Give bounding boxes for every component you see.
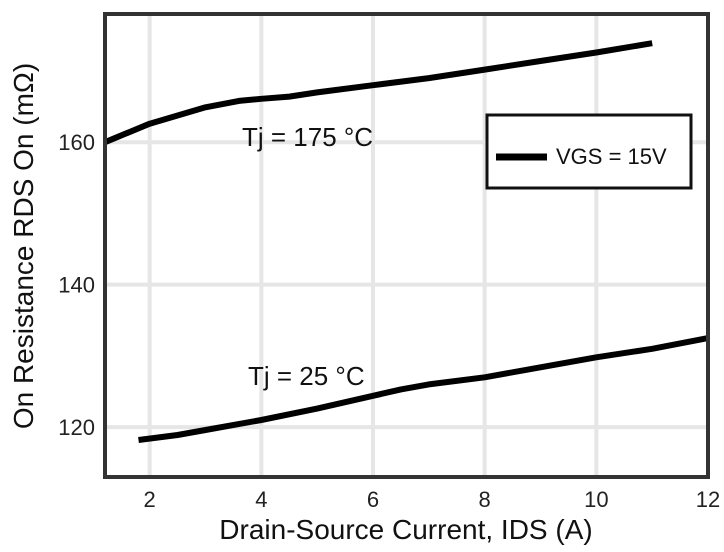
annotation-tj-175: Tj = 175 °C	[242, 122, 373, 152]
x-tick-label: 4	[255, 487, 267, 512]
x-tick-label: 6	[367, 487, 379, 512]
legend-label: VGS = 15V	[556, 144, 667, 169]
y-tick-label: 140	[58, 273, 95, 298]
x-tick-label: 8	[479, 487, 491, 512]
series-line-2	[138, 335, 709, 443]
y-axis-title: On Resistance RDS On (mΩ)	[8, 63, 39, 429]
series-layer	[103, 40, 709, 443]
x-tick-label: 12	[696, 487, 720, 512]
plot-frame	[103, 12, 710, 479]
legend-box	[485, 113, 693, 190]
x-tick-label: 10	[584, 487, 608, 512]
legend: VGS = 15V	[485, 113, 693, 190]
annotation-tj-25: Tj = 25 °C	[248, 361, 365, 391]
x-tick-label: 2	[144, 487, 156, 512]
y-tick-label: 160	[58, 130, 95, 155]
x-axis-title: Drain-Source Current, IDS (A)	[219, 514, 592, 545]
y-tick-label: 120	[58, 415, 95, 440]
series-line-1	[103, 40, 653, 145]
tick-layer: 2 4 6 8 10 12 120 140 160	[58, 130, 720, 512]
